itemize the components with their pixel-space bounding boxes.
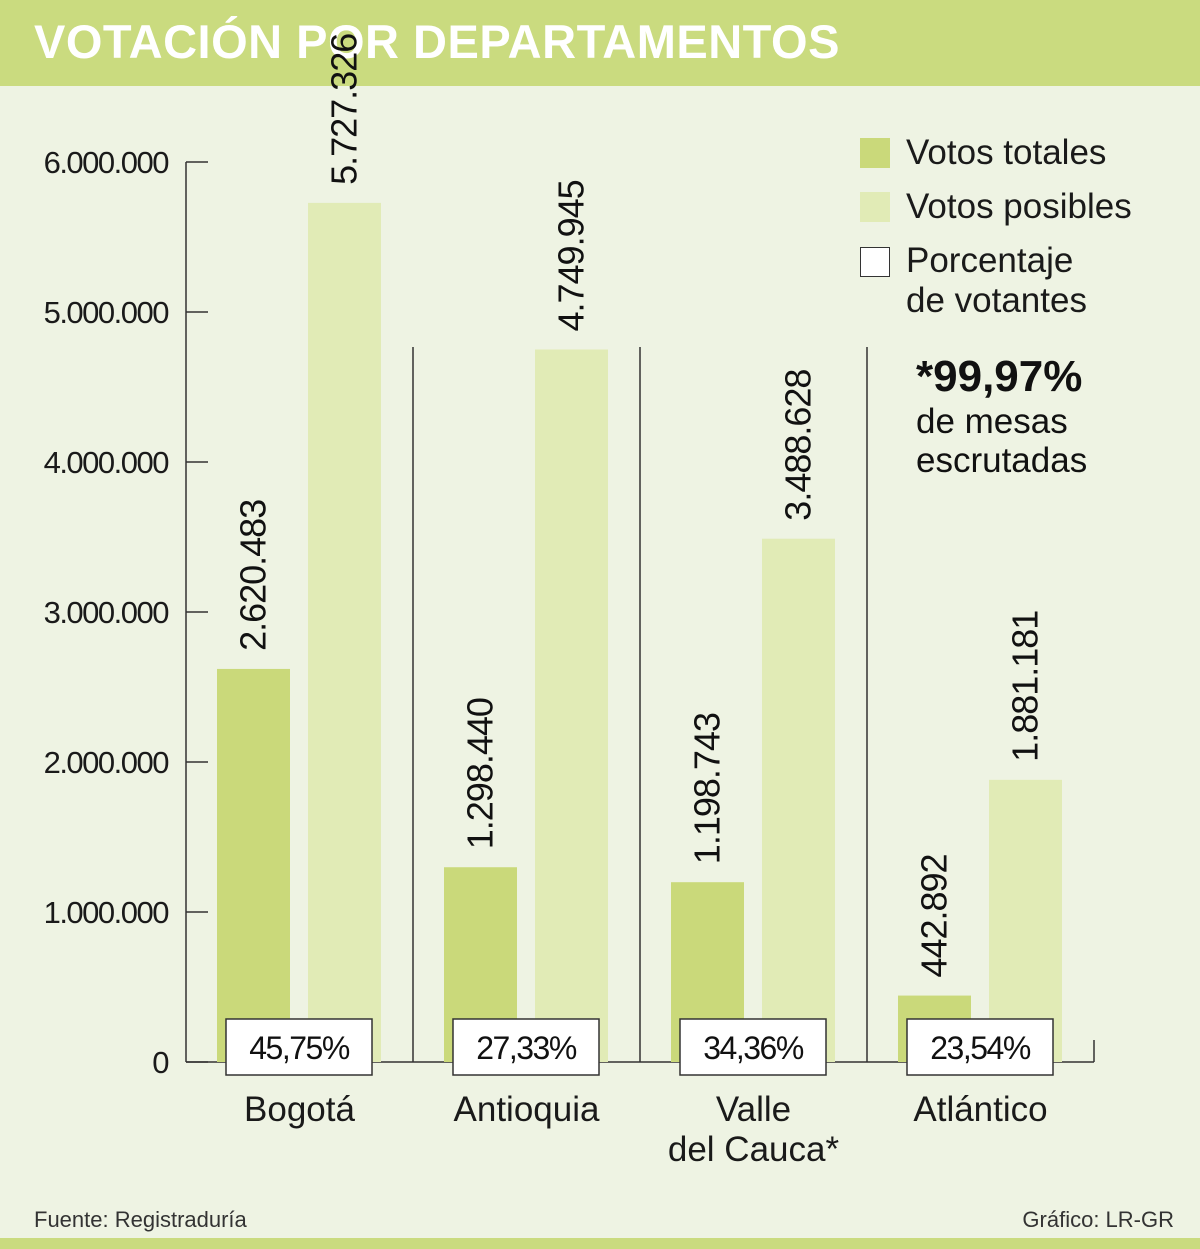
legend-label-porcentaje-2: de votantes	[906, 281, 1087, 320]
bar-value-label: 1.881.181	[1005, 611, 1046, 762]
percentage-label: 27,33%	[476, 1030, 577, 1066]
legend-label-totales: Votos totales	[906, 133, 1107, 172]
category-label: Bogotá	[244, 1090, 355, 1129]
legend-label-porcentaje-1: Porcentaje	[906, 241, 1074, 280]
bar-votos-posibles	[762, 538, 835, 1062]
bar-value-label: 2.620.483	[233, 500, 274, 651]
bar-votos-posibles	[535, 349, 608, 1062]
bar-value-label: 4.749.945	[551, 180, 592, 331]
category-label: Atlántico	[913, 1090, 1047, 1129]
category-label: del Cauca*	[668, 1130, 840, 1169]
note-line-2: escrutadas	[916, 441, 1088, 480]
chart-title: VOTACIÓN POR DEPARTAMENTOS	[34, 15, 840, 68]
percentage-box	[452, 1018, 600, 1076]
header-bar: VOTACIÓN POR DEPARTAMENTOS	[0, 0, 1200, 86]
note-percent: *99,97%	[916, 352, 1083, 401]
y-tick-label: 0	[152, 1045, 169, 1080]
legend-swatch-posibles	[860, 192, 890, 222]
bar-votos-posibles	[989, 779, 1062, 1062]
y-tick-label: 3.000.000	[44, 595, 170, 630]
footer-bar	[0, 1238, 1200, 1249]
category-label: Valle	[716, 1090, 791, 1129]
bar-votos-posibles	[308, 202, 381, 1062]
percentage-box	[906, 1018, 1054, 1076]
y-tick-label: 5.000.000	[44, 295, 170, 330]
y-tick-label: 1.000.000	[44, 895, 170, 930]
y-tick-label: 6.000.000	[44, 145, 170, 180]
bar-value-label: 1.198.743	[687, 713, 728, 864]
legend-label-posibles: Votos posibles	[906, 187, 1132, 226]
percentage-label: 45,75%	[249, 1030, 350, 1066]
source-text: Fuente: Registraduría	[34, 1207, 247, 1232]
scrutiny-note: *99,97% de mesas escrutadas	[916, 352, 1087, 480]
bar-votos-totales	[217, 668, 290, 1062]
credit-text: Gráfico: LR-GR	[1022, 1207, 1174, 1232]
percentage-box	[225, 1018, 373, 1076]
percentage-box	[679, 1018, 827, 1076]
category-label: Antioquia	[454, 1090, 600, 1129]
legend-swatch-totales	[860, 138, 890, 168]
bar-value-label: 5.727.326	[324, 34, 365, 185]
note-line-1: de mesas	[916, 402, 1068, 441]
legend-swatch-porcentaje	[860, 247, 890, 277]
y-tick-label: 4.000.000	[44, 445, 170, 480]
bar-value-label: 3.488.628	[778, 370, 819, 521]
percentage-label: 23,54%	[930, 1030, 1031, 1066]
bar-value-label: 1.298.440	[460, 698, 501, 849]
percentage-label: 34,36%	[703, 1030, 804, 1066]
bar-value-label: 442.892	[914, 854, 955, 977]
y-tick-label: 2.000.000	[44, 745, 170, 780]
